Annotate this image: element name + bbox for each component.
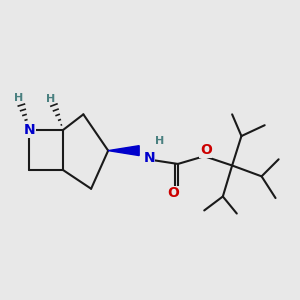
Polygon shape xyxy=(108,146,139,156)
Text: O: O xyxy=(167,186,179,200)
Text: N: N xyxy=(23,123,35,137)
Text: N: N xyxy=(143,152,155,165)
Text: H: H xyxy=(155,136,164,146)
Text: O: O xyxy=(200,143,212,157)
Text: H: H xyxy=(14,93,23,103)
Text: H: H xyxy=(46,94,56,104)
